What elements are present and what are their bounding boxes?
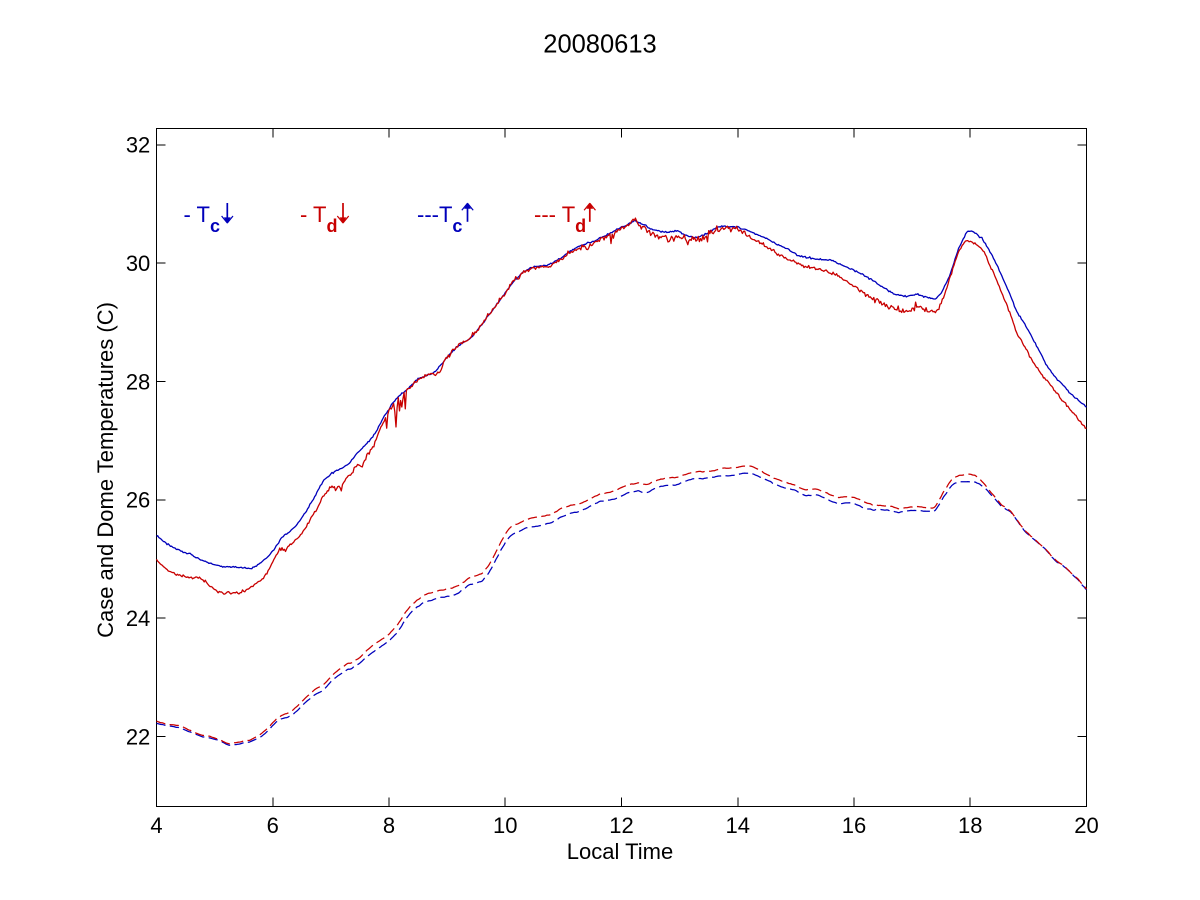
svg-text:6: 6	[267, 813, 279, 838]
svg-text:24: 24	[126, 606, 150, 631]
svg-text:18: 18	[958, 813, 982, 838]
svg-text:4: 4	[150, 813, 162, 838]
svg-text:Local Time: Local Time	[567, 839, 673, 864]
svg-text:28: 28	[126, 369, 150, 394]
svg-text:22: 22	[126, 724, 150, 749]
svg-text:20080613: 20080613	[543, 31, 656, 59]
svg-text:32: 32	[126, 133, 150, 158]
svg-text:16: 16	[842, 813, 866, 838]
svg-text:20: 20	[1074, 813, 1098, 838]
svg-text:26: 26	[126, 488, 150, 513]
svg-text:Case and Dome Temperatures (C): Case and Dome Temperatures (C)	[93, 302, 118, 638]
svg-text:30: 30	[126, 251, 150, 276]
svg-text:14: 14	[726, 813, 750, 838]
svg-text:8: 8	[383, 813, 395, 838]
svg-text:10: 10	[493, 813, 517, 838]
svg-text:12: 12	[609, 813, 633, 838]
